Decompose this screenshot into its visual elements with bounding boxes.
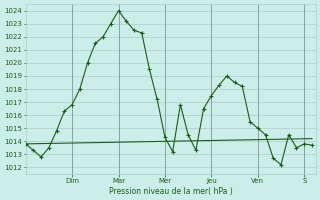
X-axis label: Pression niveau de la mer( hPa ): Pression niveau de la mer( hPa ) xyxy=(109,187,233,196)
